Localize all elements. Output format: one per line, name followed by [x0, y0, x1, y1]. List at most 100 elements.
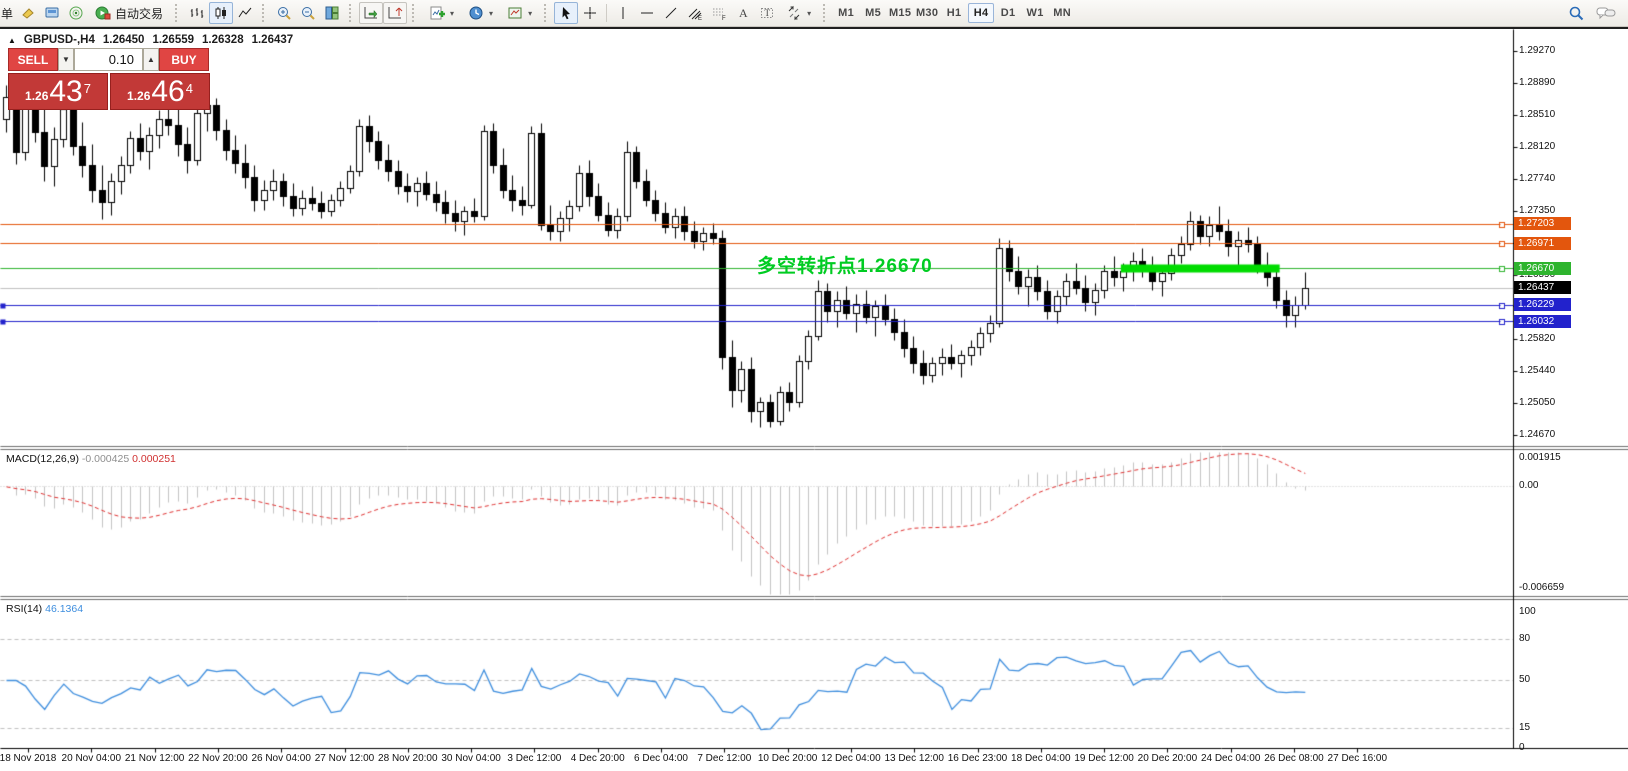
sell-button[interactable]: SELL: [8, 48, 58, 71]
annotation-text[interactable]: 多空转折点1.26670: [757, 256, 933, 277]
line-chart-button[interactable]: [233, 2, 257, 24]
channel-button[interactable]: E: [683, 2, 707, 24]
timeframe-button-h4[interactable]: H4: [968, 3, 995, 23]
eraser-button[interactable]: [16, 2, 40, 24]
chart-shift-button[interactable]: [383, 2, 408, 24]
collapse-triangle-icon: ▲: [8, 35, 16, 45]
price-axis-tick: 1.27740: [1519, 172, 1556, 184]
price-tag-1.26971: 1.26971: [1514, 236, 1571, 250]
toolbar-separator: [606, 4, 608, 22]
fibonacci-icon: F: [711, 5, 727, 21]
crosshair-icon: [582, 5, 598, 21]
timeframe-button-m5[interactable]: M5: [860, 3, 886, 23]
vertical-line-button[interactable]: [611, 2, 635, 24]
autotrading-button[interactable]: 自动交易: [88, 2, 170, 24]
sell-price-box[interactable]: 1.26 43 7: [8, 73, 108, 110]
x-axis-label: 6 Dec 04:00: [634, 753, 688, 764]
text-button[interactable]: A: [731, 2, 755, 24]
ohlc-high: 1.26559: [152, 34, 195, 46]
auto-scroll-button[interactable]: [359, 2, 384, 24]
chart-canvas[interactable]: [0, 29, 1628, 771]
timeframe-button-d1[interactable]: D1: [995, 3, 1021, 23]
zoom-out-button[interactable]: [296, 2, 320, 24]
toolbar-separator: [262, 4, 267, 22]
macd-axis-tick: 0.001915: [1519, 452, 1561, 463]
toolbar-separator: [349, 4, 354, 22]
trendline-button[interactable]: [659, 2, 683, 24]
search-icon: [1568, 5, 1585, 22]
zoom-in-button[interactable]: [272, 2, 296, 24]
x-axis-label: 13 Dec 12:00: [884, 753, 944, 764]
chart-shift-icon: [387, 5, 403, 21]
buy-price-box[interactable]: 1.26 46 4: [110, 73, 210, 110]
timeframe-button-m1[interactable]: M1: [833, 3, 859, 23]
price-tag-1.26032: 1.26032: [1514, 314, 1571, 328]
signals-button[interactable]: [64, 2, 88, 24]
arrows-icon: [786, 5, 802, 21]
chat-button[interactable]: [1594, 2, 1618, 24]
toolbar-separator: [412, 4, 417, 22]
timeframe-group: M1 M5 M15 M30 H1 H4 D1 W1 MN: [833, 3, 1075, 23]
svg-text:F: F: [722, 16, 726, 21]
x-axis-label: 19 Dec 12:00: [1074, 753, 1134, 764]
sell-price-big: 43: [49, 75, 83, 108]
toolbar: 单 自动交易 ▾ ▾ ▾ E F A T ▾ M1 M5 M15 M30 H1 H4 D1 W…: [0, 0, 1628, 27]
horizontal-line-button[interactable]: [635, 2, 659, 24]
candlestick-chart-button[interactable]: [209, 2, 234, 24]
signal-icon: [68, 5, 84, 21]
fibonacci-button[interactable]: F: [707, 2, 731, 24]
sell-price-pip: 7: [83, 81, 91, 96]
indicators-button[interactable]: ▾: [422, 2, 461, 24]
symbol-period: GBPUSD-,H4: [23, 34, 95, 46]
price-tag-1.27203: 1.27203: [1514, 217, 1571, 231]
rsi-axis-tick: 0: [1519, 742, 1525, 753]
new-order-button-cut[interactable]: 单: [1, 6, 14, 21]
toolbar-separator: [175, 4, 180, 22]
timeframe-button-w1[interactable]: W1: [1022, 3, 1048, 23]
timeframe-button-m15[interactable]: M15: [887, 3, 913, 23]
arrows-button[interactable]: ▾: [779, 2, 818, 24]
ohlc-close: 1.26437: [251, 34, 294, 46]
volume-input[interactable]: [74, 48, 143, 71]
volume-decrease-button[interactable]: ▼: [58, 48, 74, 71]
macd-name: MACD(12,26,9): [6, 453, 79, 465]
macd-axis-tick: -0.006659: [1519, 582, 1565, 593]
timeframe-button-m30[interactable]: M30: [914, 3, 940, 23]
price-tag-1.26437: 1.26437: [1514, 281, 1571, 295]
templates-button[interactable]: ▾: [500, 2, 539, 24]
channel-icon: E: [687, 5, 703, 21]
svg-text:T: T: [765, 8, 771, 18]
dropdown-caret-icon: ▾: [450, 8, 455, 18]
price-axis-tick: 1.28510: [1519, 108, 1556, 120]
zoom-out-icon: [300, 5, 316, 21]
x-axis-label: 22 Nov 20:00: [188, 753, 248, 764]
vertical-line-icon: [615, 5, 631, 21]
rsi-axis-tick: 50: [1519, 674, 1531, 685]
buy-button[interactable]: BUY: [159, 48, 209, 71]
x-axis-label: 26 Dec 08:00: [1264, 753, 1324, 764]
dropdown-caret-icon: ▾: [807, 8, 812, 18]
cursor-button[interactable]: [554, 2, 579, 24]
timeframe-button-h1[interactable]: H1: [941, 3, 967, 23]
ohlc-open: 1.26450: [102, 34, 145, 46]
bar-chart-button[interactable]: [185, 2, 209, 24]
text-label-button[interactable]: T: [755, 2, 779, 24]
eraser-icon: [20, 5, 36, 21]
monitor-icon: [44, 5, 60, 21]
volume-increase-button[interactable]: ▲: [143, 48, 159, 71]
x-axis-label: 20 Dec 20:00: [1137, 753, 1198, 764]
price-axis-tick: 1.25440: [1519, 364, 1556, 376]
tile-windows-button[interactable]: [320, 2, 344, 24]
crosshair-button[interactable]: [578, 2, 602, 24]
x-axis-label: 21 Nov 12:00: [124, 753, 185, 764]
search-button[interactable]: [1564, 2, 1588, 24]
periods-button[interactable]: ▾: [461, 2, 500, 24]
timeframe-button-mn[interactable]: MN: [1049, 3, 1075, 23]
candlestick-chart-icon: [213, 5, 229, 21]
price-axis-tick: 1.25820: [1519, 333, 1556, 345]
ohlc-low: 1.26328: [202, 34, 244, 46]
data-window-button[interactable]: [40, 2, 64, 24]
macd-value-main: -0.000425: [81, 453, 130, 465]
rsi-value: 46.1364: [45, 603, 84, 615]
macd-value-signal: 0.000251: [132, 453, 176, 465]
